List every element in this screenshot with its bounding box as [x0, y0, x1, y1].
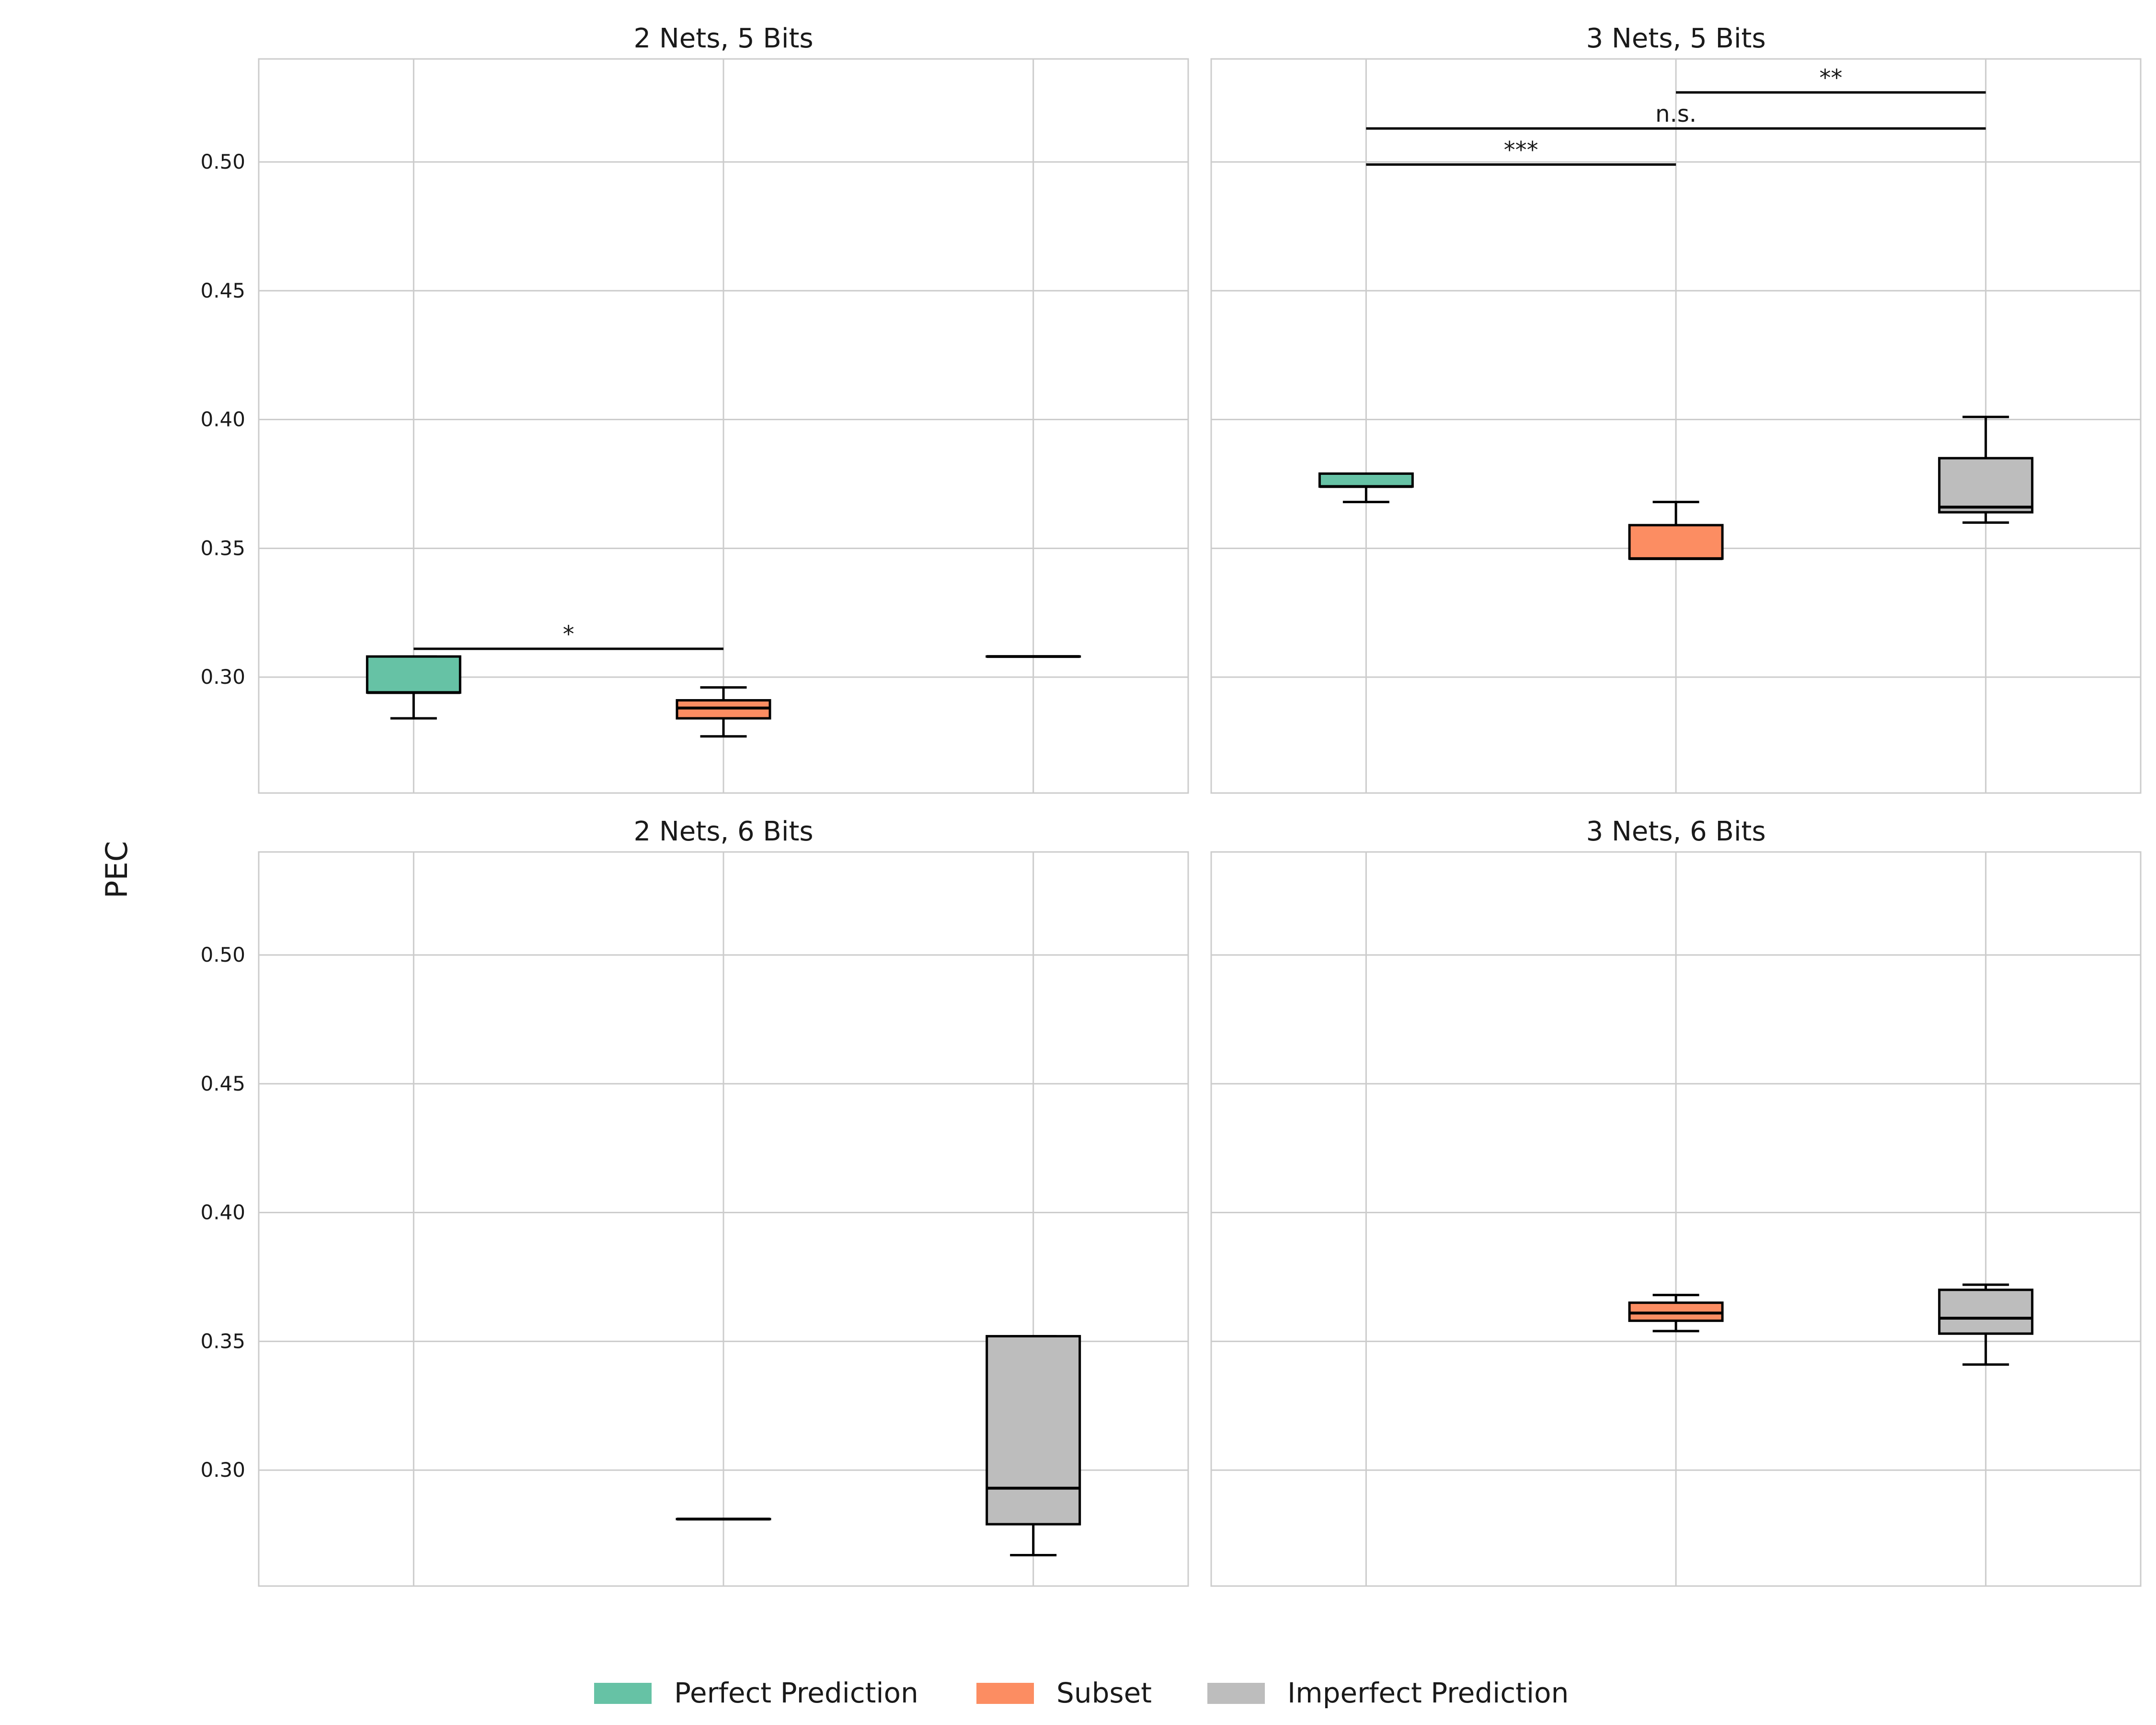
- legend-label: Subset: [1056, 1677, 1152, 1709]
- panel-title: 2 Nets, 5 Bits: [633, 23, 813, 54]
- y-tick-label: 0.45: [200, 279, 245, 302]
- iqr-box: [1938, 457, 2034, 514]
- panel-title: 3 Nets, 5 Bits: [1586, 23, 1766, 54]
- panel-2: 3 Nets, 5 Bits *** n.s. **: [1210, 23, 2142, 794]
- y-tick-label: 0.40: [200, 408, 245, 431]
- panel-3: 0.30 0.35 0.40 0.45 0.50 2 Nets, 6 Bits: [200, 816, 1189, 1587]
- panel-title: 2 Nets, 6 Bits: [633, 816, 813, 847]
- iqr-box: [1318, 472, 1414, 488]
- legend-swatch: [976, 1683, 1034, 1704]
- y-tick-label: 0.30: [200, 665, 245, 689]
- box-imperfect-prediction: [1938, 1283, 2034, 1366]
- iqr-box: [366, 655, 461, 694]
- legend: Perfect Prediction Subset Imperfect Predic…: [594, 1677, 1569, 1709]
- legend-swatch: [1207, 1683, 1265, 1704]
- iqr-box: [986, 1335, 1081, 1526]
- panels-layer: 0.30 0.35 0.40 0.45 0.50 2 Nets, 5 Bits * 3 Net…: [200, 23, 2142, 1587]
- legend-item: Perfect Prediction: [594, 1677, 918, 1709]
- panel-1: 0.30 0.35 0.40 0.45 0.50 2 Nets, 5 Bits *: [200, 23, 1189, 794]
- significance-label: *: [563, 621, 574, 648]
- y-tick-label: 0.30: [200, 1458, 245, 1482]
- panel-title: 3 Nets, 6 Bits: [1586, 816, 1766, 847]
- legend-label: Imperfect Prediction: [1287, 1677, 1569, 1709]
- legend-item: Imperfect Prediction: [1207, 1677, 1569, 1709]
- legend-label: Perfect Prediction: [674, 1677, 918, 1709]
- legend-swatch: [594, 1683, 652, 1704]
- y-axis-label: PEC: [99, 841, 134, 898]
- y-tick-label: 0.35: [200, 536, 245, 560]
- box-perfect-prediction: [1318, 472, 1414, 504]
- panel-4: 3 Nets, 6 Bits: [1210, 816, 2142, 1587]
- iqr-box: [1938, 1288, 2034, 1335]
- y-tick-label: 0.40: [200, 1201, 245, 1224]
- box-imperfect-prediction: [986, 1335, 1081, 1556]
- significance-label: ***: [1504, 137, 1538, 163]
- box-subset: [1628, 1294, 1724, 1333]
- y-tick-label: 0.35: [200, 1329, 245, 1353]
- y-tick-label: 0.50: [200, 150, 245, 173]
- significance-label: n.s.: [1655, 101, 1697, 127]
- box-imperfect-prediction: [1938, 415, 2034, 524]
- legend-item: Subset: [976, 1677, 1152, 1709]
- iqr-box: [1628, 524, 1724, 560]
- y-tick-label: 0.45: [200, 1072, 245, 1095]
- significance-label: **: [1819, 65, 1842, 92]
- box-subset: [1628, 501, 1724, 560]
- box-subset: [676, 686, 771, 738]
- box-perfect-prediction: [366, 655, 461, 720]
- y-tick-label: 0.50: [200, 943, 245, 966]
